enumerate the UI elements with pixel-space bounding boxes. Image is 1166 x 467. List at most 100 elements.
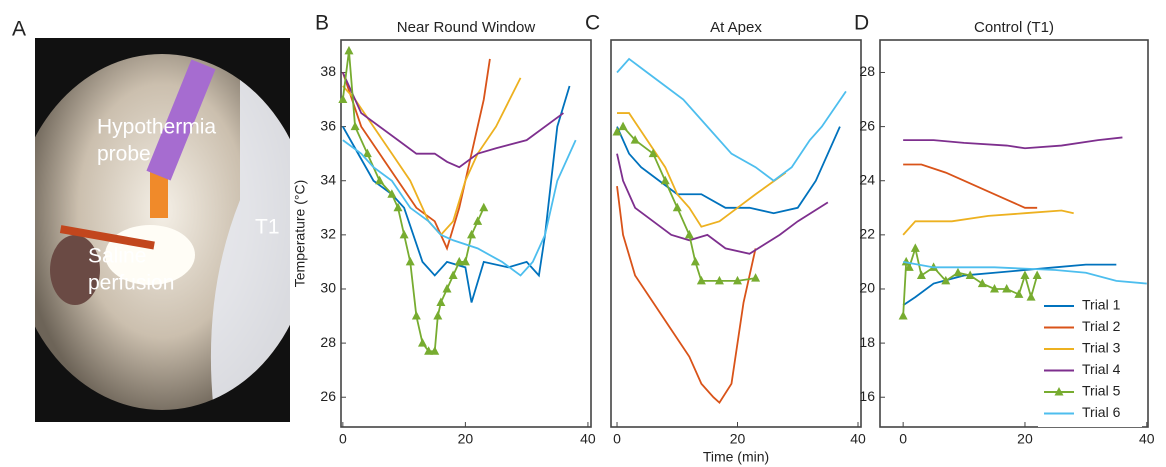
- data-marker: [350, 121, 360, 131]
- data-marker: [904, 262, 914, 271]
- data-marker: [393, 202, 403, 212]
- legend-label: Trial 3: [1082, 340, 1121, 356]
- data-line: [616, 126, 841, 215]
- data-marker: [1002, 283, 1012, 293]
- data-marker: [612, 127, 622, 136]
- y-tick-label: 26: [320, 388, 336, 404]
- legend-label: Trial 4: [1082, 361, 1121, 377]
- data-marker: [898, 311, 908, 320]
- y-tick-label: 16: [859, 388, 875, 404]
- data-line: [902, 244, 1039, 317]
- photo-annotation: probe: [97, 143, 151, 166]
- data-marker: [1020, 270, 1030, 279]
- y-tick-label: 36: [320, 117, 336, 133]
- x-tick-label: 0: [339, 431, 347, 447]
- data-marker: [467, 229, 477, 239]
- data-marker: [733, 275, 743, 285]
- data-marker: [660, 175, 670, 185]
- photo-annotation: perfusion: [88, 272, 174, 295]
- x-tick-label: 40: [580, 431, 596, 447]
- photo-annotation: Hypothermia: [97, 116, 216, 139]
- x-tick-label: 20: [1017, 431, 1033, 447]
- y-tick-label: 18: [859, 334, 875, 350]
- data-line: [342, 72, 564, 169]
- data-marker: [1026, 292, 1036, 301]
- data-marker: [1032, 270, 1042, 279]
- data-marker: [690, 256, 700, 266]
- data-line: [341, 50, 485, 353]
- y-tick-label: 26: [859, 117, 875, 133]
- data-marker: [454, 256, 464, 266]
- data-marker: [460, 256, 470, 266]
- data-marker: [672, 202, 682, 212]
- x-axis-label: Time (min): [703, 449, 769, 465]
- data-line: [616, 153, 829, 255]
- data-marker: [630, 135, 640, 144]
- data-line: [616, 57, 847, 182]
- y-tick-label: 22: [859, 226, 875, 242]
- data-line: [902, 263, 1117, 306]
- plot-frame: [879, 39, 1149, 428]
- y-tick-label: 34: [320, 171, 336, 187]
- data-line: [903, 163, 1038, 209]
- data-marker: [696, 275, 706, 285]
- data-marker: [751, 273, 761, 282]
- data-marker: [953, 267, 963, 277]
- data-marker: [411, 311, 421, 320]
- legend-label: Trial 5: [1082, 383, 1121, 399]
- chart-title: Near Round Window: [397, 19, 536, 36]
- data-line: [902, 209, 1074, 236]
- y-tick-label: 28: [859, 63, 875, 79]
- data-marker: [362, 148, 372, 158]
- y-tick-label: 28: [320, 334, 336, 350]
- data-marker: [977, 278, 987, 288]
- x-tick-label: 20: [458, 431, 474, 447]
- y-tick-label: 38: [320, 63, 336, 79]
- data-marker: [344, 45, 354, 55]
- data-marker: [442, 283, 452, 293]
- y-axis-label: Temperature (°C): [292, 180, 308, 288]
- data-marker: [684, 229, 694, 239]
- panel-label: C: [585, 12, 600, 35]
- photo-annotation: Saline: [88, 245, 146, 268]
- data-marker: [417, 338, 427, 347]
- data-marker: [436, 297, 446, 307]
- data-marker: [387, 189, 397, 198]
- data-marker: [375, 175, 385, 185]
- data-line: [903, 136, 1123, 150]
- data-marker: [433, 311, 443, 320]
- legend-marker: [1054, 387, 1064, 396]
- photo-annotation: T1: [255, 216, 280, 239]
- y-tick-label: 30: [320, 280, 336, 296]
- data-marker: [338, 94, 348, 104]
- data-line: [902, 261, 1147, 285]
- x-tick-label: 0: [613, 431, 621, 447]
- data-marker: [424, 346, 434, 355]
- data-marker: [405, 256, 415, 266]
- legend-label: Trial 1: [1082, 297, 1121, 313]
- data-marker: [618, 121, 628, 131]
- data-marker: [448, 270, 458, 279]
- data-marker: [648, 148, 658, 158]
- y-tick-label: 24: [859, 171, 875, 187]
- x-tick-label: 40: [850, 431, 866, 447]
- data-line: [616, 125, 756, 282]
- x-tick-label: 40: [1139, 431, 1155, 447]
- x-tick-label: 0: [899, 431, 907, 447]
- x-tick-label: 20: [730, 431, 746, 447]
- data-marker: [430, 346, 440, 355]
- legend-label: Trial 2: [1082, 318, 1121, 334]
- y-tick-label: 32: [320, 226, 336, 242]
- panel-label: B: [315, 12, 329, 35]
- data-marker: [990, 283, 1000, 293]
- chart-title: Control (T1): [974, 19, 1054, 36]
- panel-label: A: [12, 18, 26, 41]
- data-marker: [916, 270, 926, 279]
- legend-box: [1038, 294, 1142, 427]
- data-marker: [714, 275, 724, 285]
- data-line: [341, 58, 491, 251]
- plot-frame: [610, 39, 862, 428]
- data-line: [342, 139, 577, 277]
- y-tick-label: 20: [859, 280, 875, 296]
